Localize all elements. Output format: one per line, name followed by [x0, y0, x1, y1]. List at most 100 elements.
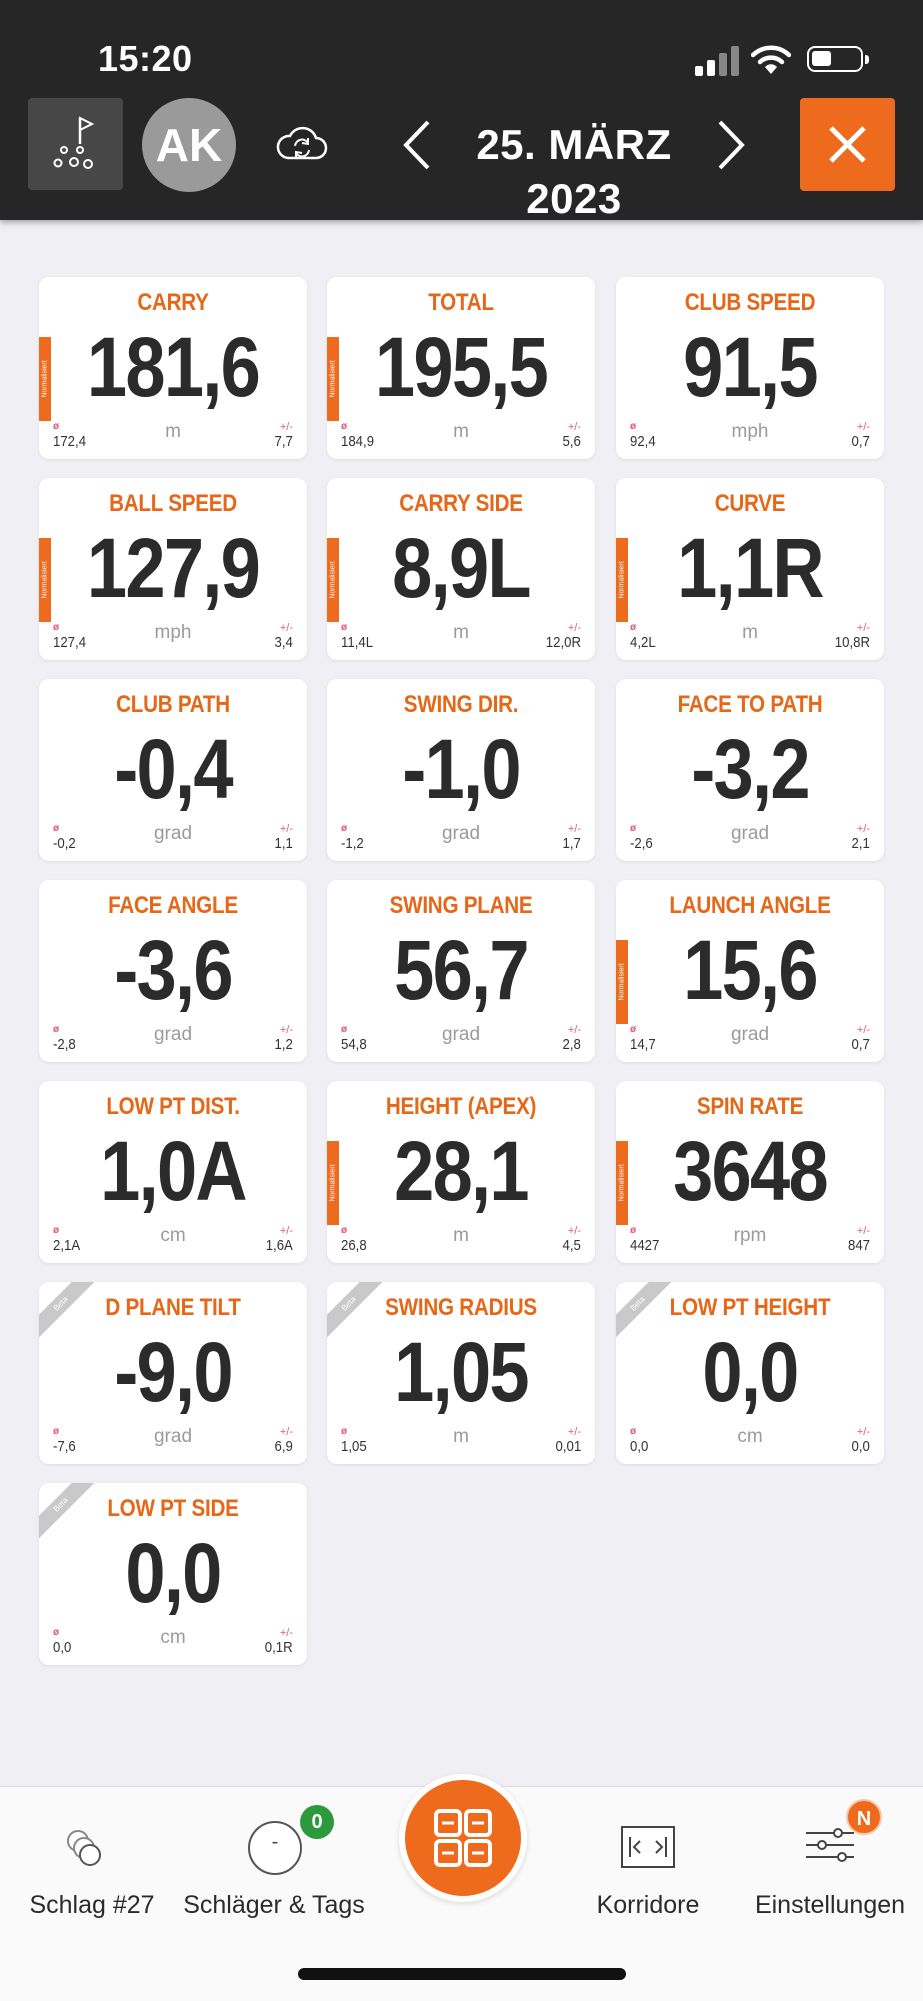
clubs-count-badge: 0 [300, 1805, 334, 1839]
average-symbol: ø [53, 1024, 60, 1035]
metric-tile-low-pt-dist[interactable]: LOW PT DIST. 1,0A cm ø 2,1A +/- 1,6A [39, 1081, 307, 1263]
metric-tile-height-apex[interactable]: Normalisiert HEIGHT (APEX) 28,1 m ø 26,8 +/- 4,… [327, 1081, 595, 1263]
deviation-value: 7,7 [274, 433, 293, 450]
average-value: 1,05 [341, 1438, 367, 1455]
average-value: 4427 [630, 1237, 660, 1254]
chevron-left-icon[interactable] [400, 118, 432, 172]
normalized-label: Normalisiert [329, 561, 337, 599]
metric-label: HEIGHT (APEX) [385, 1093, 537, 1120]
close-button[interactable] [800, 98, 895, 191]
average-value: 0,0 [630, 1438, 649, 1455]
metric-label: FACE ANGLE [108, 892, 238, 919]
average-symbol: ø [53, 1225, 60, 1236]
metric-label: LOW PT DIST. [106, 1093, 240, 1120]
deviation-symbol: +/- [279, 622, 293, 634]
golf-course-button[interactable] [28, 98, 123, 190]
club-icon-text: - [271, 1831, 279, 1853]
metric-unit: grad [153, 1024, 193, 1045]
metric-tile-curve[interactable]: Normalisiert CURVE 1,1R m ø 4,2L +/- 10,8R [616, 478, 884, 660]
deviation-symbol: +/- [856, 1426, 870, 1438]
deviation-symbol: +/- [856, 622, 870, 634]
metric-tile-carry-side[interactable]: Normalisiert CARRY SIDE 8,9L m ø 11,4L +/- 12,0… [327, 478, 595, 660]
average-symbol: ø [630, 1225, 637, 1236]
cloud-sync-icon[interactable] [276, 124, 328, 164]
average-symbol: ø [341, 1225, 348, 1236]
average-value: 172,4 [53, 433, 87, 450]
deviation-value: 6,9 [274, 1438, 293, 1455]
metric-label: CLUB SPEED [684, 289, 816, 316]
deviation-value: 1,2 [274, 1036, 293, 1053]
metric-value: 8,9L [392, 521, 531, 615]
deviation-symbol: +/- [856, 1024, 870, 1036]
metric-unit: mph [731, 421, 769, 442]
normalized-marker: Normalisiert [616, 538, 628, 622]
user-avatar[interactable]: AK [142, 98, 236, 192]
metric-value: 0,0 [702, 1325, 799, 1419]
metric-tile-swing-dir[interactable]: SWING DIR. -1,0 grad ø -1,2 +/- 1,7 [327, 679, 595, 861]
normalized-marker: Normalisiert [39, 538, 51, 622]
deviation-symbol: +/- [279, 823, 293, 835]
metric-tile-face-to-path[interactable]: FACE TO PATH -3,2 grad ø -2,6 +/- 2,1 [616, 679, 884, 861]
metric-tile-launch-angle[interactable]: Normalisiert LAUNCH ANGLE 15,6 grad ø 14,7 +/-… [616, 880, 884, 1062]
golf-balls-icon [67, 1830, 101, 1866]
metric-unit: m [742, 622, 758, 643]
deviation-symbol: +/- [567, 823, 581, 835]
metric-tile-ball-speed[interactable]: Normalisiert BALL SPEED 127,9 mph ø 127,4 +/- 3… [39, 478, 307, 660]
metric-label: SWING PLANE [389, 892, 533, 919]
normalized-label: Normalisiert [41, 561, 49, 599]
metric-tile-carry[interactable]: Normalisiert CARRY 181,6 m ø 172,4 +/- 7,7 [39, 277, 307, 459]
normalized-label: Normalisiert [41, 360, 49, 398]
metric-label: TOTAL [428, 289, 494, 316]
average-value: -1,2 [341, 835, 364, 852]
average-symbol: ø [630, 1426, 637, 1437]
wifi-icon [751, 45, 791, 74]
tiles-grid-icon [434, 1809, 492, 1867]
metric-value: -9,0 [114, 1325, 233, 1419]
metric-tile-club-path[interactable]: CLUB PATH -0,4 grad ø -0,2 +/- 1,1 [39, 679, 307, 861]
metric-tile-spin-rate[interactable]: Normalisiert SPIN RATE 3648 rpm ø 4427 +/- 847 [616, 1081, 884, 1263]
home-indicator [298, 1968, 626, 1980]
average-symbol: ø [341, 823, 348, 834]
metric-tile-total[interactable]: Normalisiert TOTAL 195,5 m ø 184,9 +/- 5,6 [327, 277, 595, 459]
average-symbol: ø [53, 622, 60, 633]
average-value: 0,0 [53, 1639, 72, 1656]
average-value: 184,9 [341, 433, 375, 450]
metric-label: LOW PT SIDE [107, 1495, 239, 1522]
metric-tile-club-speed[interactable]: CLUB SPEED 91,5 mph ø 92,4 +/- 0,7 [616, 277, 884, 459]
chevron-right-icon[interactable] [716, 118, 748, 172]
average-symbol: ø [341, 622, 348, 633]
metric-tile-low-pt-side[interactable]: Beta LOW PT SIDE 0,0 cm ø 0,0 +/- 0,1R [39, 1483, 307, 1665]
session-date: 25. MÄRZ 2023 [476, 121, 672, 222]
metric-value: 1,1R [677, 521, 824, 615]
metric-tile-d-plane-tilt[interactable]: Beta D PLANE TILT -9,0 grad ø -7,6 +/- 6,9 [39, 1282, 307, 1464]
normalized-label: Normalisiert [618, 1164, 626, 1202]
deviation-symbol: +/- [567, 421, 581, 433]
settings-new-badge: N [846, 1799, 882, 1835]
status-icons [683, 44, 869, 76]
metric-tile-swing-plane[interactable]: SWING PLANE 56,7 grad ø 54,8 +/- 2,8 [327, 880, 595, 1062]
metric-unit: m [453, 622, 469, 643]
deviation-value: 3,4 [274, 634, 293, 651]
tiles-view-button[interactable] [399, 1774, 527, 1902]
deviation-value: 0,1R [265, 1639, 293, 1656]
metric-label: SWING RADIUS [385, 1294, 537, 1321]
average-value: 2,1A [53, 1237, 81, 1254]
deviation-symbol: +/- [567, 1225, 581, 1237]
average-value: 26,8 [341, 1237, 367, 1254]
average-symbol: ø [53, 1426, 60, 1437]
deviation-symbol: +/- [279, 1426, 293, 1438]
deviation-symbol: +/- [856, 823, 870, 835]
deviation-value: 4,5 [562, 1237, 581, 1254]
metric-value: 127,9 [86, 521, 261, 615]
metric-label: BALL SPEED [109, 490, 237, 517]
metric-tile-face-angle[interactable]: FACE ANGLE -3,6 grad ø -2,8 +/- 1,2 [39, 880, 307, 1062]
metric-unit: cm [160, 1627, 186, 1648]
metric-unit: grad [730, 1024, 770, 1045]
average-symbol: ø [630, 421, 637, 432]
deviation-symbol: +/- [279, 1024, 293, 1036]
metric-tile-low-pt-height[interactable]: Beta LOW PT HEIGHT 0,0 cm ø 0,0 +/- 0,0 [616, 1282, 884, 1464]
metric-label: CARRY [137, 289, 209, 316]
average-symbol: ø [53, 823, 60, 834]
deviation-symbol: +/- [279, 1627, 293, 1639]
metric-tile-swing-radius[interactable]: Beta SWING RADIUS 1,05 m ø 1,05 +/- 0,01 [327, 1282, 595, 1464]
